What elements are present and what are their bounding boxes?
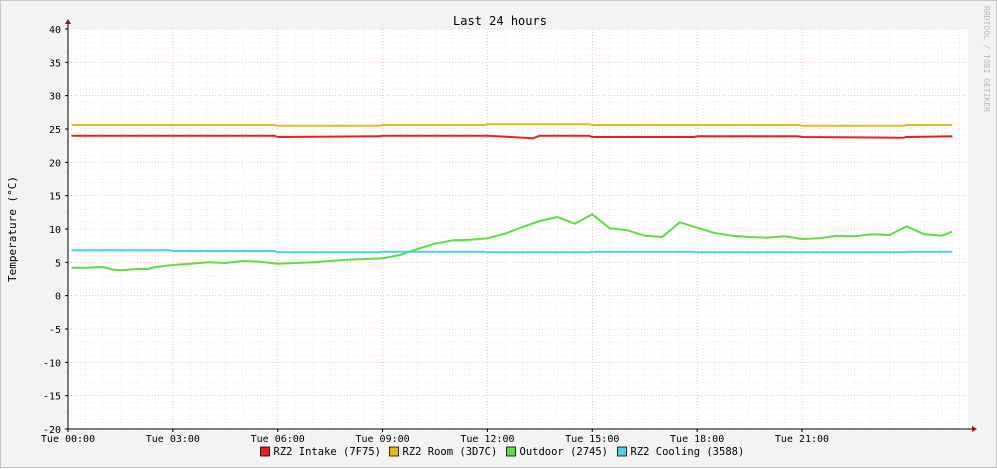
x-tick-label: Tue 15:00	[565, 434, 619, 445]
y-tick-label: 30	[49, 92, 61, 103]
series-line-1	[71, 134, 953, 140]
x-tick-label: Tue 09:00	[355, 434, 409, 445]
series-line-3	[71, 213, 953, 272]
legend-swatch-1	[260, 446, 270, 457]
y-tick-label: 20	[49, 158, 61, 169]
y-tick-label: 10	[49, 225, 61, 236]
y-tick-label: -20	[43, 425, 61, 436]
x-tick-label: Tue 18:00	[670, 434, 724, 445]
y-tick-label: -5	[49, 325, 61, 336]
grid	[67, 28, 968, 430]
watermark: RRDTOOL / TOBI OETIKER	[982, 6, 991, 112]
series-line-4	[71, 249, 953, 254]
y-tick-label: -15	[43, 392, 61, 403]
chart-title: Last 24 hours	[453, 14, 547, 28]
x-tick-label: Tue 21:00	[775, 434, 829, 445]
legend-label-4: RZ2 Cooling (3588)	[631, 446, 745, 458]
legend: RZ2 Intake (7F75) RZ2 Room (3D7C) Outdoor …	[260, 446, 745, 458]
x-tick-label: Tue 00:00	[41, 434, 95, 445]
x-tick-label: Tue 03:00	[146, 434, 200, 445]
series-line-2	[71, 123, 953, 127]
legend-swatch-2	[389, 446, 399, 457]
y-axis-label: Temperature (°C)	[6, 176, 19, 282]
y-tick-labels: 40 35 30 25 20 15 10 5 0 -5 -10 -15 -20	[43, 25, 61, 436]
y-tick-label: 40	[49, 25, 61, 36]
legend-swatch-4	[617, 446, 627, 457]
y-tick-label: 35	[49, 58, 61, 69]
y-tick-label: 15	[49, 192, 61, 203]
legend-label-3: Outdoor (2745)	[520, 446, 609, 458]
legend-label-1: RZ2 Intake (7F75)	[274, 446, 381, 458]
y-tick-label: 0	[55, 292, 61, 303]
x-tick-label: Tue 12:00	[460, 434, 514, 445]
x-tick-labels: Tue 00:00 Tue 03:00 Tue 06:00 Tue 09:00 Tue …	[41, 434, 829, 445]
axes	[65, 19, 977, 432]
y-axis-arrow	[65, 19, 71, 24]
x-axis-arrow	[972, 426, 977, 432]
y-tick-label: 5	[55, 258, 61, 269]
series-lines	[71, 123, 953, 272]
legend-swatch-3	[506, 446, 516, 457]
y-tick-label: 25	[49, 125, 61, 136]
x-tick-label: Tue 06:00	[251, 434, 305, 445]
legend-label-2: RZ2 Room (3D7C)	[403, 446, 498, 458]
y-tick-label: -10	[43, 358, 61, 369]
